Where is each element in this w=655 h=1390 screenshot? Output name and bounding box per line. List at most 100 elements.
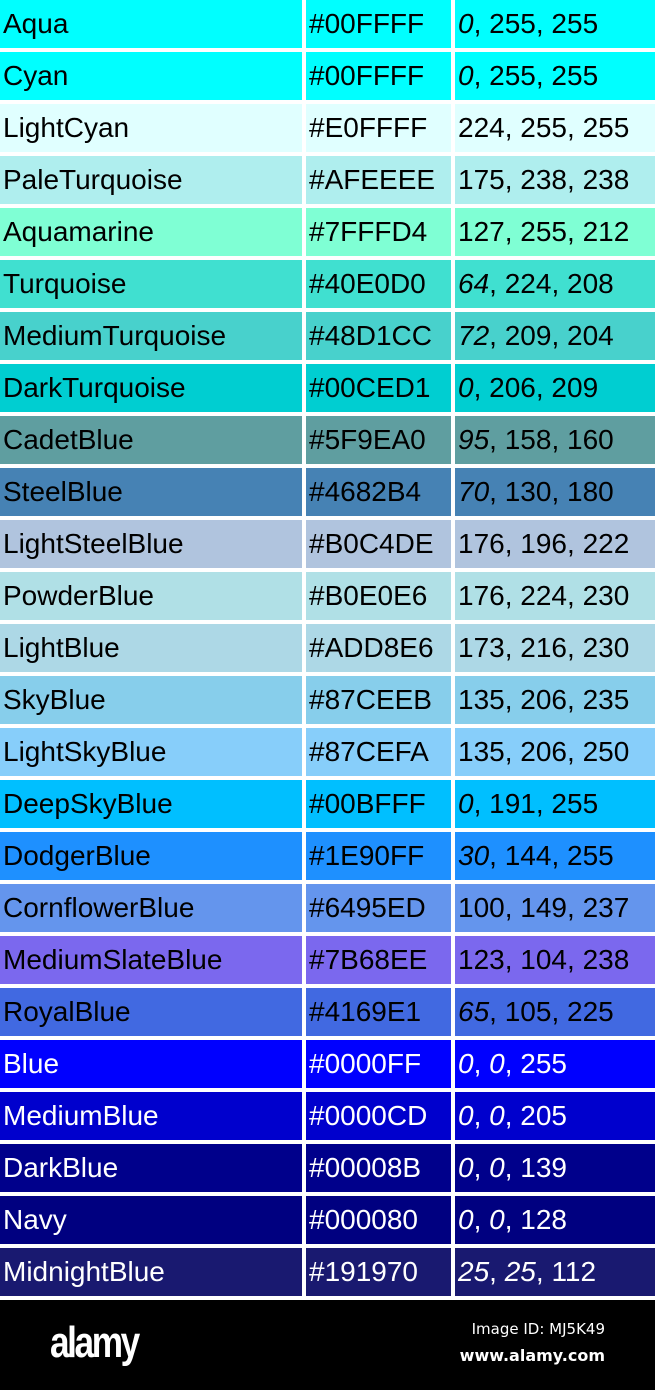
rgb-value-cell: 70, 130, 180 <box>455 468 655 516</box>
table-row: SkyBlue #87CEEB 135, 206, 235 <box>0 676 655 724</box>
table-row: Navy #000080 0, 0, 128 <box>0 1196 655 1244</box>
rgb-component: 95 <box>458 424 490 455</box>
hex-code-cell: #B0E0E6 <box>306 572 451 620</box>
rgb-component: 255 <box>489 8 536 39</box>
rgb-component: 158 <box>504 424 552 455</box>
rgb-component: 175 <box>458 164 505 195</box>
table-row: PowderBlue #B0E0E6 176, 224, 230 <box>0 572 655 620</box>
rgb-component: 64 <box>458 268 490 299</box>
rgb-component: 180 <box>567 476 614 507</box>
table-row: MediumSlateBlue #7B68EE 123, 104, 238 <box>0 936 655 984</box>
color-name-cell: CornflowerBlue <box>0 884 302 932</box>
rgb-value-cell: 135, 206, 235 <box>455 676 655 724</box>
rgb-value-cell: 224, 255, 255 <box>455 104 655 152</box>
rgb-component: 238 <box>520 164 567 195</box>
color-name-cell: CadetBlue <box>0 416 302 464</box>
table-row: Blue #0000FF 0, 0, 255 <box>0 1040 655 1088</box>
hex-code-cell: #4682B4 <box>306 468 451 516</box>
color-name-cell: MediumTurquoise <box>0 312 302 360</box>
rgb-component: 0 <box>458 788 474 819</box>
table-row: CornflowerBlue #6495ED 100, 149, 237 <box>0 884 655 932</box>
rgb-component: 72 <box>458 320 490 351</box>
rgb-component: 235 <box>582 684 630 715</box>
hex-code-cell: #B0C4DE <box>306 520 451 568</box>
color-name-cell: MediumBlue <box>0 1092 302 1140</box>
rgb-value-cell: 176, 196, 222 <box>455 520 655 568</box>
table-row: LightCyan #E0FFFF 224, 255, 255 <box>0 104 655 152</box>
rgb-component: 238 <box>582 944 630 975</box>
table-row: Aqua #00FFFF 0, 255, 255 <box>0 0 655 48</box>
hex-code-cell: #ADD8E6 <box>306 624 451 672</box>
hex-code-cell: #7FFFD4 <box>306 208 451 256</box>
rgb-value-cell: 123, 104, 238 <box>455 936 655 984</box>
rgb-component: 212 <box>582 216 630 247</box>
color-name-cell: DarkTurquoise <box>0 364 302 412</box>
table-row: DeepSkyBlue #00BFFF 0, 191, 255 <box>0 780 655 828</box>
color-name-cell: Cyan <box>0 52 302 100</box>
rgb-component: 0 <box>458 60 474 91</box>
color-name-cell: DarkBlue <box>0 1144 302 1192</box>
rgb-component: 255 <box>582 112 630 143</box>
rgb-component: 100 <box>458 892 505 923</box>
color-name-cell: Blue <box>0 1040 302 1088</box>
rgb-component: 230 <box>582 580 630 611</box>
hex-code-cell: #000080 <box>306 1196 451 1244</box>
hex-code-cell: #00BFFF <box>306 780 451 828</box>
hex-code-cell: #00FFFF <box>306 52 451 100</box>
rgb-component: 139 <box>520 1152 567 1183</box>
rgb-component: 0 <box>458 372 474 403</box>
rgb-value-cell: 95, 158, 160 <box>455 416 655 464</box>
color-name-cell: Navy <box>0 1196 302 1244</box>
rgb-component: 0 <box>489 1204 505 1235</box>
rgb-value-cell: 65, 105, 225 <box>455 988 655 1036</box>
rgb-component: 149 <box>520 892 567 923</box>
rgb-value-cell: 0, 191, 255 <box>455 780 655 828</box>
rgb-component: 196 <box>520 528 567 559</box>
rgb-component: 30 <box>458 840 490 871</box>
rgb-component: 25 <box>458 1256 490 1287</box>
rgb-component: 191 <box>489 788 536 819</box>
rgb-component: 224 <box>520 580 567 611</box>
rgb-component: 209 <box>504 320 552 351</box>
color-name-cell: SteelBlue <box>0 468 302 516</box>
rgb-value-cell: 100, 149, 237 <box>455 884 655 932</box>
rgb-component: 224 <box>504 268 552 299</box>
rgb-component: 206 <box>520 684 567 715</box>
hex-code-cell: #AFEEEE <box>306 156 451 204</box>
color-name-cell: RoyalBlue <box>0 988 302 1036</box>
rgb-component: 130 <box>504 476 552 507</box>
rgb-component: 0 <box>489 1100 505 1131</box>
rgb-component: 128 <box>520 1204 567 1235</box>
rgb-value-cell: 0, 206, 209 <box>455 364 655 412</box>
rgb-value-cell: 0, 0, 255 <box>455 1040 655 1088</box>
rgb-component: 70 <box>458 476 490 507</box>
color-name-cell: MediumSlateBlue <box>0 936 302 984</box>
rgb-component: 0 <box>489 1152 505 1183</box>
rgb-component: 135 <box>458 736 505 767</box>
rgb-component: 255 <box>489 60 536 91</box>
hex-code-cell: #7B68EE <box>306 936 451 984</box>
hex-code-cell: #0000FF <box>306 1040 451 1088</box>
hex-code-cell: #4169E1 <box>306 988 451 1036</box>
rgb-component: 237 <box>582 892 630 923</box>
color-name-cell: PaleTurquoise <box>0 156 302 204</box>
rgb-component: 255 <box>520 112 567 143</box>
rgb-value-cell: 25, 25, 112 <box>455 1248 655 1296</box>
table-row: Aquamarine #7FFFD4 127, 255, 212 <box>0 208 655 256</box>
rgb-component: 0 <box>458 1152 474 1183</box>
rgb-component: 230 <box>582 632 630 663</box>
color-name-cell: SkyBlue <box>0 676 302 724</box>
hex-code-cell: #00FFFF <box>306 0 451 48</box>
rgb-component: 0 <box>458 1048 474 1079</box>
watermark-footer: alamy Image ID: MJ5K49 www.alamy.com <box>0 1300 655 1390</box>
color-name-cell: DodgerBlue <box>0 832 302 880</box>
rgb-component: 208 <box>567 268 614 299</box>
rgb-component: 173 <box>458 632 505 663</box>
rgb-component: 250 <box>582 736 630 767</box>
rgb-component: 222 <box>582 528 630 559</box>
image-id-label: Image ID: MJ5K49 <box>471 1320 605 1338</box>
rgb-component: 112 <box>551 1256 597 1287</box>
rgb-component: 65 <box>458 996 490 1027</box>
rgb-component: 255 <box>551 60 599 91</box>
table-row: DodgerBlue #1E90FF 30, 144, 255 <box>0 832 655 880</box>
